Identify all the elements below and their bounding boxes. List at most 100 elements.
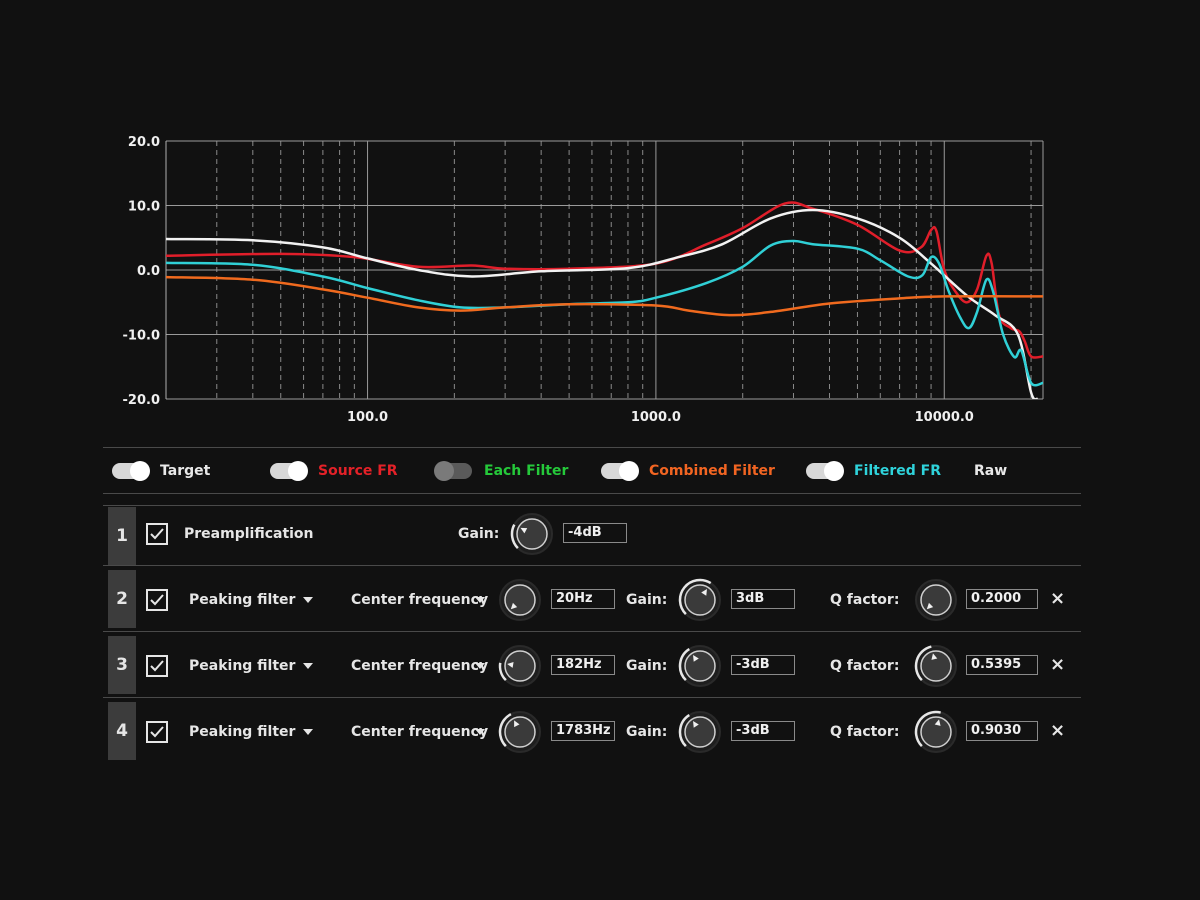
filter-type-label[interactable]: Peaking filter (189, 658, 296, 674)
enable-checkbox[interactable] (146, 655, 168, 677)
divider (103, 631, 1081, 632)
legend-bar: Target Source FR Each Filter Combined Fi… (103, 451, 1081, 491)
center-frequency-label[interactable]: Center frequency (351, 592, 489, 608)
filter-type-dropdown-icon[interactable] (303, 729, 313, 735)
q-factor-knob[interactable] (914, 644, 958, 688)
gain-input[interactable]: -4dB (563, 523, 627, 543)
toggle-switch[interactable] (112, 461, 150, 481)
gain-label: Gain: (626, 658, 668, 674)
filter-row: 2 Peaking filter Center frequency 20Hz G… (108, 568, 1080, 632)
gain-knob[interactable] (678, 710, 722, 754)
knob-icon (914, 645, 957, 687)
y-tick-label: 0.0 (137, 264, 160, 279)
knob-icon (678, 711, 721, 753)
enable-checkbox[interactable] (146, 589, 168, 611)
frequency-response-chart: 20.0 10.0 0.0 -10.0 -20.0 100.0 1000.0 10000.0 (0, 0, 1200, 440)
y-tick-label: -20.0 (123, 393, 160, 408)
legend-label: Combined Filter (649, 463, 775, 479)
filter-row: 4 Peaking filter Center frequency 1783Hz… (108, 700, 1080, 764)
divider (103, 565, 1081, 566)
frequency-mode-dropdown-icon[interactable] (475, 597, 485, 603)
knob-icon (498, 645, 541, 687)
divider (103, 493, 1081, 494)
chart-svg: 20.0 10.0 0.0 -10.0 -20.0 100.0 1000.0 10000.0 (123, 135, 1044, 425)
legend-item-each-filter[interactable]: Each Filter (434, 451, 569, 491)
filter-index: 1 (108, 507, 136, 565)
q-factor-input[interactable]: 0.5395 (966, 655, 1038, 675)
toggle-switch[interactable] (601, 461, 639, 481)
divider (103, 505, 1081, 506)
x-tick-label: 100.0 (347, 410, 388, 425)
y-tick-label: 20.0 (128, 135, 160, 150)
enable-checkbox[interactable] (146, 721, 168, 743)
gain-knob[interactable] (678, 644, 722, 688)
toggle-switch[interactable] (270, 461, 308, 481)
legend-label: Raw (974, 463, 1008, 479)
filter-type-dropdown-icon[interactable] (303, 597, 313, 603)
gain-knob[interactable] (510, 512, 554, 556)
filter-index: 4 (108, 702, 136, 760)
series-line-filtered-fr (166, 239, 1043, 387)
legend-label: Each Filter (484, 463, 569, 479)
frequency-input[interactable]: 1783Hz (551, 721, 615, 741)
frequency-mode-dropdown-icon[interactable] (475, 729, 485, 735)
knob-icon (678, 645, 721, 687)
frequency-input[interactable]: 20Hz (551, 589, 615, 609)
enable-checkbox[interactable] (146, 523, 168, 545)
series-line-target (166, 208, 1039, 399)
filter-type-label[interactable]: Peaking filter (189, 724, 296, 740)
frequency-mode-dropdown-icon[interactable] (475, 663, 485, 669)
gain-label: Gain: (458, 526, 500, 542)
knob-icon (678, 578, 721, 621)
q-factor-label: Q factor: (830, 724, 900, 740)
frequency-knob[interactable] (498, 710, 542, 754)
divider (103, 697, 1081, 698)
close-icon[interactable]: × (1050, 654, 1066, 675)
knob-icon (498, 711, 541, 753)
gain-label: Gain: (626, 592, 668, 608)
legend-item-combined-filter[interactable]: Combined Filter (601, 451, 775, 491)
filter-row: 3 Peaking filter Center frequency 182Hz … (108, 634, 1080, 698)
y-tick-label: -10.0 (123, 329, 160, 344)
y-tick-label: 10.0 (128, 200, 160, 215)
knob-icon (499, 579, 541, 621)
legend-label: Filtered FR (854, 463, 941, 479)
q-factor-label: Q factor: (830, 658, 900, 674)
center-frequency-label[interactable]: Center frequency (351, 724, 489, 740)
close-icon[interactable]: × (1050, 588, 1066, 609)
toggle-switch[interactable] (806, 461, 844, 481)
q-factor-knob[interactable] (914, 578, 958, 622)
filter-type-dropdown-icon[interactable] (303, 663, 313, 669)
gain-input[interactable]: -3dB (731, 655, 795, 675)
gain-knob[interactable] (678, 578, 722, 622)
series-line-combined-filter (166, 275, 1043, 317)
x-tick-label: 10000.0 (915, 410, 974, 425)
q-factor-input[interactable]: 0.9030 (966, 721, 1038, 741)
filter-index: 3 (108, 636, 136, 694)
divider (103, 447, 1081, 448)
legend-item-target[interactable]: Target (112, 451, 210, 491)
legend-item-raw[interactable]: Raw (974, 451, 1007, 491)
legend-label: Source FR (318, 463, 398, 479)
q-factor-label: Q factor: (830, 592, 900, 608)
knob-icon (914, 710, 957, 753)
frequency-knob[interactable] (498, 578, 542, 622)
legend-item-filtered-fr[interactable]: Filtered FR (806, 451, 941, 491)
toggle-switch[interactable] (434, 461, 472, 481)
legend-item-source-fr[interactable]: Source FR (270, 451, 398, 491)
knob-icon (915, 579, 957, 621)
filter-index: 2 (108, 570, 136, 628)
filter-row-preamp: 1 Preamplification Gain: -4dB (108, 505, 1080, 569)
filter-type-label[interactable]: Peaking filter (189, 592, 296, 608)
close-icon[interactable]: × (1050, 720, 1066, 741)
center-frequency-label[interactable]: Center frequency (351, 658, 489, 674)
knob-icon (510, 513, 553, 555)
frequency-knob[interactable] (498, 644, 542, 688)
q-factor-knob[interactable] (914, 710, 958, 754)
q-factor-input[interactable]: 0.2000 (966, 589, 1038, 609)
frequency-input[interactable]: 182Hz (551, 655, 615, 675)
gain-label: Gain: (626, 724, 668, 740)
gain-input[interactable]: -3dB (731, 721, 795, 741)
gain-input[interactable]: 3dB (731, 589, 795, 609)
x-tick-label: 1000.0 (631, 410, 681, 425)
